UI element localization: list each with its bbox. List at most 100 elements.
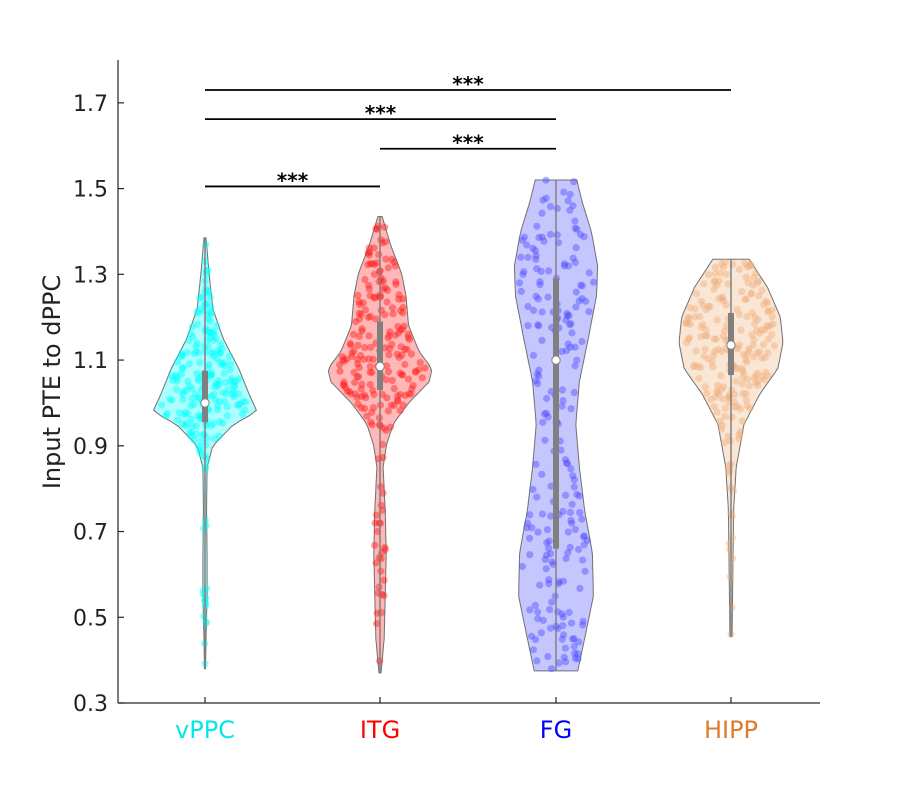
- data-point: [744, 279, 752, 287]
- data-point: [575, 545, 583, 554]
- data-point: [558, 386, 567, 394]
- data-point: [194, 376, 202, 385]
- data-point: [743, 351, 751, 359]
- data-point: [365, 355, 373, 363]
- data-point: [718, 347, 726, 356]
- data-point: [740, 369, 748, 377]
- data-point: [384, 264, 392, 272]
- data-point: [182, 422, 190, 430]
- data-point: [547, 482, 555, 490]
- data-point: [570, 642, 578, 651]
- data-point: [529, 646, 538, 654]
- data-point: [168, 396, 176, 404]
- data-point: [719, 297, 728, 305]
- data-point: [398, 325, 407, 333]
- data-point: [760, 376, 768, 384]
- data-point: [580, 541, 588, 549]
- data-point: [219, 388, 227, 397]
- data-point: [566, 343, 575, 351]
- data-point: [359, 299, 367, 307]
- data-point: [174, 416, 182, 424]
- data-point: [585, 308, 593, 316]
- data-point: [222, 390, 230, 398]
- data-point: [728, 554, 737, 563]
- data-point: [682, 318, 690, 326]
- data-point: [544, 413, 552, 421]
- data-point: [539, 196, 547, 204]
- data-point: [372, 511, 380, 519]
- data-point: [211, 382, 219, 391]
- data-point: [228, 375, 236, 383]
- median-marker: [375, 361, 385, 372]
- data-point: [718, 260, 726, 268]
- data-point: [214, 346, 222, 354]
- data-point: [370, 390, 378, 399]
- y-tick-label: 1.1: [73, 349, 108, 374]
- data-point: [694, 362, 702, 370]
- data-point: [770, 342, 779, 350]
- data-point: [216, 349, 224, 357]
- data-point: [191, 390, 200, 398]
- data-point: [196, 359, 204, 367]
- data-point: [543, 539, 551, 547]
- data-point: [739, 390, 747, 398]
- data-point: [189, 333, 197, 341]
- data-point: [375, 251, 383, 259]
- data-point: [384, 334, 392, 342]
- data-point: [717, 385, 726, 393]
- data-point: [690, 363, 698, 371]
- data-point: [357, 392, 365, 401]
- data-point: [206, 317, 214, 326]
- data-point: [226, 366, 234, 374]
- data-point: [562, 554, 570, 563]
- data-point: [585, 269, 593, 277]
- data-point: [355, 309, 363, 317]
- data-point: [548, 558, 556, 566]
- data-point: [193, 307, 201, 315]
- data-point: [207, 309, 215, 317]
- data-point: [534, 528, 542, 536]
- data-point: [354, 400, 362, 408]
- data-point: [714, 345, 722, 353]
- data-point: [731, 390, 739, 398]
- data-point: [200, 431, 208, 439]
- data-point: [345, 388, 354, 396]
- data-point: [755, 292, 763, 300]
- data-point: [544, 653, 552, 661]
- data-point: [186, 429, 194, 437]
- data-point: [230, 388, 238, 397]
- data-point: [538, 209, 546, 217]
- data-point: [339, 381, 348, 389]
- data-point: [381, 284, 389, 292]
- data-point: [386, 423, 394, 431]
- data-point: [543, 526, 552, 534]
- data-point: [385, 351, 393, 359]
- data-point: [367, 343, 375, 351]
- significance-label: ***: [452, 72, 484, 96]
- data-point: [207, 303, 215, 311]
- data-point: [528, 632, 536, 640]
- data-point: [751, 314, 759, 322]
- y-tick-label: 1.7: [73, 92, 108, 117]
- data-point: [418, 374, 426, 382]
- iqr-box: [202, 370, 208, 423]
- data-point: [381, 344, 389, 352]
- data-point: [719, 395, 727, 403]
- data-point: [538, 233, 546, 241]
- data-point: [213, 406, 221, 414]
- data-point: [748, 309, 757, 317]
- data-point: [342, 384, 350, 392]
- data-point: [380, 576, 388, 584]
- data-point: [531, 246, 540, 255]
- data-point: [375, 583, 383, 591]
- data-point: [730, 398, 738, 406]
- data-point: [526, 606, 534, 614]
- data-point: [721, 258, 729, 266]
- data-point: [172, 371, 180, 379]
- data-point: [369, 386, 377, 394]
- data-point: [389, 310, 397, 318]
- data-point: [375, 278, 383, 286]
- data-point: [580, 532, 588, 540]
- data-point: [357, 404, 365, 412]
- data-point: [754, 316, 762, 324]
